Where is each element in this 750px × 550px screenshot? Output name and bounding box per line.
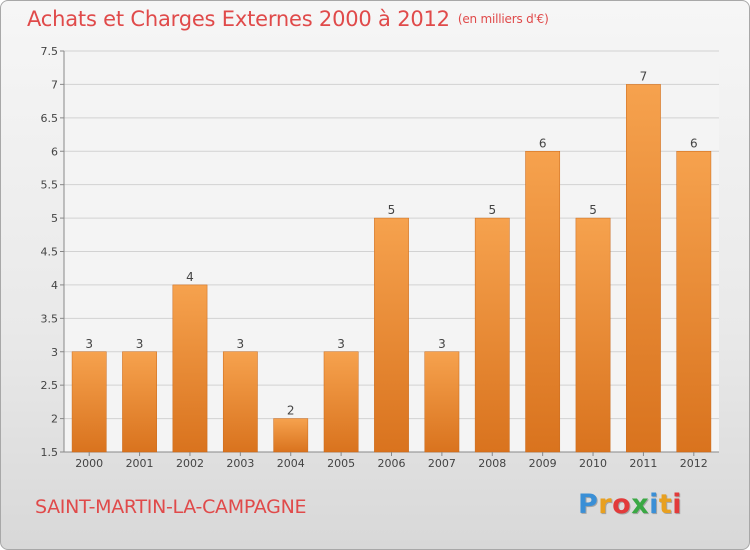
y-tick-label: 7.5 — [41, 45, 59, 58]
logo-letter: P — [578, 489, 599, 520]
logo-letter: o — [612, 489, 632, 520]
y-tick-label: 3.5 — [41, 312, 59, 325]
data-label: 7 — [640, 69, 648, 83]
x-tick-label: 2005 — [327, 457, 355, 470]
bar — [323, 351, 359, 453]
data-label: 6 — [690, 136, 698, 150]
x-tick-label: 2008 — [478, 457, 506, 470]
y-tick-label: 1.5 — [41, 446, 59, 459]
y-tick-label: 7 — [51, 78, 58, 91]
y-tick-label: 5 — [51, 212, 58, 225]
logo-letter: x — [631, 489, 650, 520]
place-name: SAINT-MARTIN-LA-CAMPAGNE — [35, 496, 307, 518]
logo-letter: r — [598, 489, 613, 520]
y-tick-label: 2.5 — [41, 379, 59, 392]
x-tick-label: 2012 — [680, 457, 708, 470]
x-tick-label: 2007 — [428, 457, 456, 470]
bar — [71, 351, 107, 453]
bar — [424, 351, 460, 453]
bar — [575, 217, 611, 453]
data-label: 5 — [388, 203, 396, 217]
x-tick-label: 2004 — [277, 457, 305, 470]
y-tick-label: 5.5 — [41, 179, 59, 192]
proxiti-logo: Proxiti — [578, 489, 682, 520]
logo-letter: i — [672, 489, 683, 520]
data-label: 3 — [237, 337, 245, 351]
x-tick-label: 2010 — [579, 457, 607, 470]
y-tick-label: 4.5 — [41, 246, 59, 259]
bar — [374, 217, 409, 453]
data-label: 3 — [337, 337, 345, 351]
chart-unit-label: (en milliers d'€) — [457, 12, 549, 26]
x-tick-label: 2006 — [378, 457, 406, 470]
data-label: 2 — [287, 404, 295, 418]
x-tick-label: 2011 — [629, 457, 657, 470]
bar — [222, 351, 258, 453]
data-label: 5 — [589, 203, 597, 217]
y-tick-label: 6.5 — [41, 112, 59, 125]
x-tick-label: 2001 — [126, 457, 154, 470]
logo-letter: i — [649, 489, 659, 520]
x-tick-label: 2003 — [226, 457, 254, 470]
bar — [172, 284, 208, 453]
bar — [474, 217, 510, 453]
data-label: 5 — [488, 203, 496, 217]
y-tick-label: 4 — [51, 279, 58, 292]
chart-title-text: Achats et Charges Externes 2000 à 2012 — [27, 7, 450, 31]
chart-title: Achats et Charges Externes 2000 à 2012 (e… — [27, 7, 549, 31]
bar — [626, 84, 661, 453]
data-label: 3 — [85, 337, 93, 351]
data-label: 4 — [186, 270, 194, 284]
x-tick-label: 2002 — [176, 457, 204, 470]
bar — [525, 151, 561, 453]
y-tick-label: 2 — [51, 413, 58, 426]
bar — [273, 418, 309, 453]
x-tick-label: 2000 — [75, 457, 103, 470]
data-label: 6 — [539, 136, 547, 150]
bar — [676, 151, 712, 453]
data-label: 3 — [438, 337, 446, 351]
x-tick-label: 2009 — [529, 457, 557, 470]
y-tick-label: 3 — [51, 346, 58, 359]
bar — [122, 351, 157, 453]
y-tick-label: 6 — [51, 145, 58, 158]
data-label: 3 — [136, 337, 144, 351]
logo-letter: t — [658, 489, 673, 520]
